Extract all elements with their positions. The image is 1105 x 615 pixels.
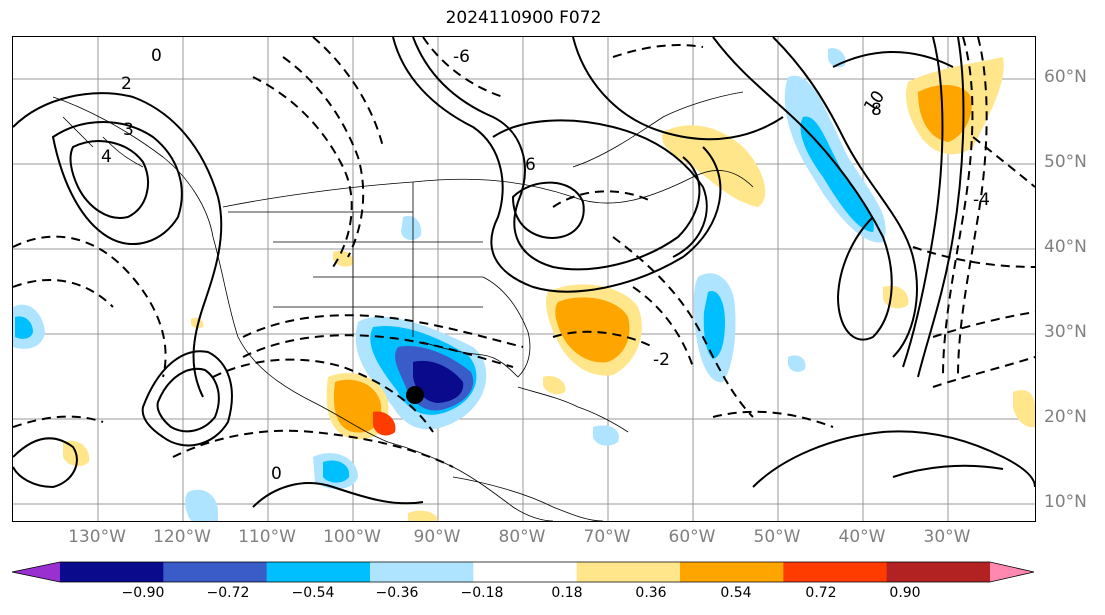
contour-label: -4 xyxy=(973,190,990,210)
colorbar-cell xyxy=(473,562,578,582)
lon-label: 30°W xyxy=(923,527,971,547)
coastlines xyxy=(52,91,754,521)
contour-label: 10 xyxy=(860,87,889,116)
colorbar-extend-low xyxy=(12,562,60,582)
colorbar-cell xyxy=(370,562,474,582)
storm-center-marker xyxy=(406,386,424,404)
lon-label: 50°W xyxy=(753,527,801,547)
lon-label: 100°W xyxy=(323,527,381,547)
lat-label: 60°N xyxy=(1044,67,1087,87)
colorbar-cell xyxy=(266,562,371,582)
colorbar-tick: −0.54 xyxy=(291,585,335,601)
colorbar-outline xyxy=(11,561,1035,583)
colorbar-tick: 0.54 xyxy=(720,585,752,601)
contour-label: -2 xyxy=(653,350,670,370)
lat-label: 20°N xyxy=(1044,407,1087,427)
lon-label: 60°W xyxy=(668,527,716,547)
lon-label: 110°W xyxy=(238,527,296,547)
colorbar-cell xyxy=(680,562,784,582)
graticule xyxy=(13,37,1035,521)
map-svg: 0 2 3 4 6 8 10 0 -2 -4 -6 xyxy=(13,37,1035,521)
lon-label: 70°W xyxy=(583,527,631,547)
colorbar-cell xyxy=(60,562,164,582)
map-plot-area: 0 2 3 4 6 8 10 0 -2 -4 -6 xyxy=(12,36,1036,522)
colorbar xyxy=(11,561,1035,583)
lon-label: 40°W xyxy=(838,527,886,547)
map-title: 2024110900 F072 xyxy=(445,8,602,28)
lat-label: 10°N xyxy=(1044,492,1087,512)
contour-label: 0 xyxy=(271,464,282,484)
colorbar-tick: −0.90 xyxy=(121,585,165,601)
contour-label: 0 xyxy=(151,46,162,66)
colorbar-cell xyxy=(576,562,681,582)
colorbar-tick: −0.36 xyxy=(375,585,419,601)
negative-contours xyxy=(13,37,1035,468)
colorbar-tick: −0.18 xyxy=(460,585,504,601)
colorbar-tick: 0.72 xyxy=(805,585,837,601)
contour-label: 6 xyxy=(525,155,536,175)
lat-label: 40°N xyxy=(1044,237,1087,257)
contour-label: 2 xyxy=(121,74,132,94)
colorbar-cell xyxy=(163,562,268,582)
contour-label: 8 xyxy=(871,100,882,120)
colorbar-tick: −0.72 xyxy=(206,585,250,601)
lon-label: 130°W xyxy=(68,527,126,547)
positive-contours xyxy=(13,37,1035,508)
shading-negative xyxy=(13,48,886,521)
colorbar-tick: 0.90 xyxy=(889,585,921,601)
contour-label: 4 xyxy=(101,147,112,167)
shading-positive xyxy=(63,57,1035,521)
contour-label: 3 xyxy=(123,120,134,140)
colorbar-cell xyxy=(886,562,991,582)
colorbar-extend-high xyxy=(990,562,1034,582)
colorbar-cell xyxy=(783,562,888,582)
lat-label: 30°N xyxy=(1044,322,1087,342)
contour-label: -6 xyxy=(453,47,470,67)
colorbar-tick: 0.36 xyxy=(635,585,667,601)
colorbar-tick: 0.18 xyxy=(551,585,583,601)
lon-label: 80°W xyxy=(498,527,546,547)
lat-label: 50°N xyxy=(1044,152,1087,172)
lon-label: 120°W xyxy=(153,527,211,547)
colorbar-cells xyxy=(12,562,1034,582)
lon-label: 90°W xyxy=(413,527,461,547)
